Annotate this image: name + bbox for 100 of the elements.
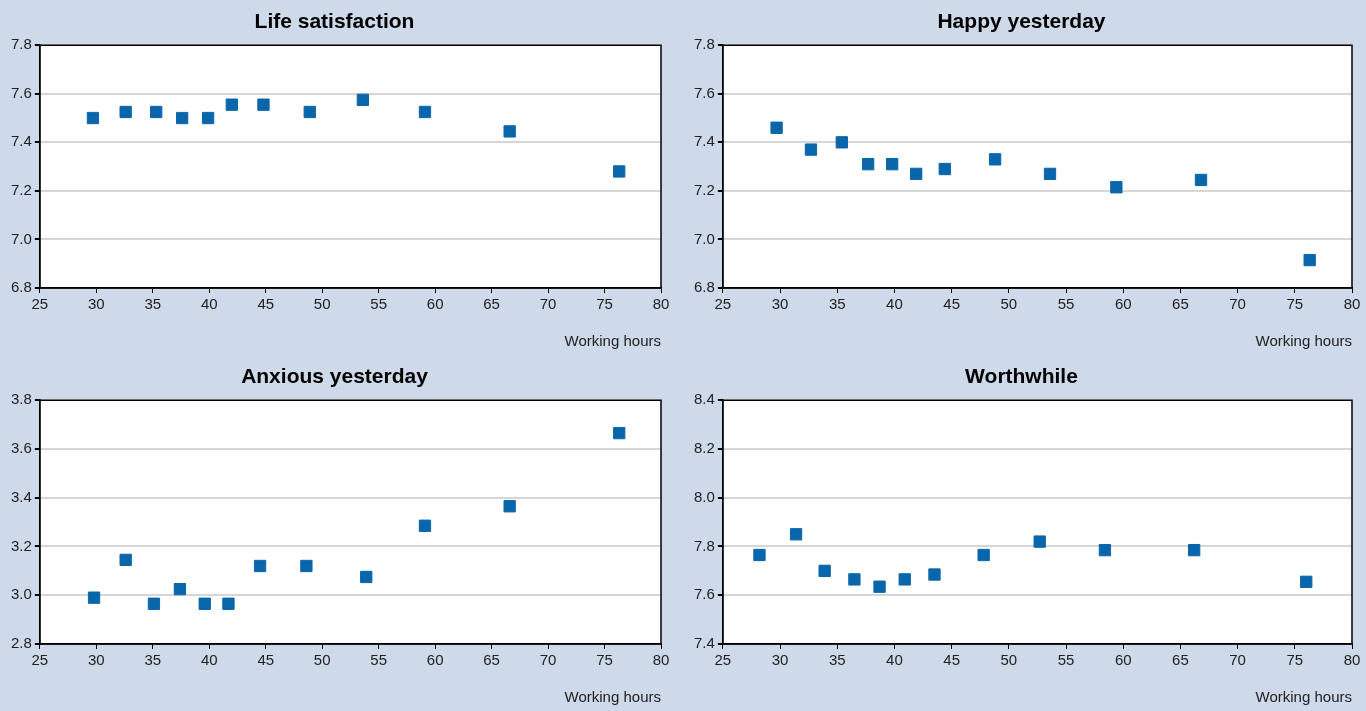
x-tick-label: 35 bbox=[828, 651, 846, 669]
point bbox=[613, 426, 626, 440]
x-tick-label: 50 bbox=[313, 295, 331, 313]
point bbox=[86, 111, 100, 125]
y-tick-label: 7.8 bbox=[693, 536, 715, 554]
y-tick-label: 7.2 bbox=[10, 181, 32, 199]
x-tick-label: 80 bbox=[1343, 295, 1361, 313]
x-tick-label: 80 bbox=[652, 651, 670, 669]
x-tick-label: 75 bbox=[596, 651, 613, 669]
x-tick-label: 45 bbox=[257, 651, 275, 669]
point bbox=[119, 105, 132, 119]
point bbox=[873, 580, 886, 593]
point bbox=[1187, 543, 1201, 557]
x-tick-label: 80 bbox=[1343, 651, 1361, 669]
x-tick-label: 50 bbox=[313, 651, 331, 669]
y-tick-label: 7.0 bbox=[693, 229, 715, 247]
point bbox=[222, 597, 235, 610]
point bbox=[1098, 543, 1112, 557]
point bbox=[176, 111, 189, 125]
point bbox=[418, 105, 432, 119]
point bbox=[1300, 575, 1313, 588]
y-tick-label: 3.2 bbox=[10, 536, 32, 554]
point bbox=[861, 158, 875, 171]
point bbox=[1194, 173, 1208, 187]
x-tick-label: 65 bbox=[483, 295, 500, 313]
y-tick-label: 6.8 bbox=[10, 278, 32, 296]
point bbox=[87, 591, 101, 604]
x-tick-label: 30 bbox=[771, 295, 789, 313]
y-tick-label: 3.4 bbox=[10, 487, 32, 505]
y-tick-label: 7.6 bbox=[693, 83, 715, 101]
x-tick-label: 70 bbox=[1229, 651, 1246, 669]
y-tick-label: 7.6 bbox=[10, 83, 32, 101]
x-tick-label: 35 bbox=[144, 651, 162, 669]
point bbox=[910, 167, 923, 181]
point bbox=[928, 568, 941, 581]
y-tick-label: 7.8 bbox=[693, 35, 715, 53]
x-tick-label: 65 bbox=[483, 651, 500, 669]
point bbox=[885, 158, 899, 171]
y-tick-label: 7.4 bbox=[10, 132, 32, 150]
y-tick-label: 3.0 bbox=[10, 585, 32, 603]
x-tick-label: 40 bbox=[200, 295, 218, 313]
x-tick-label: 30 bbox=[87, 651, 105, 669]
y-tick-label: 7.4 bbox=[693, 634, 715, 652]
x-tick-label: 60 bbox=[1114, 651, 1132, 669]
x-tick-label: 55 bbox=[1057, 295, 1075, 313]
x-axis-title: Working hours bbox=[1255, 688, 1352, 706]
x-tick-label: 70 bbox=[1229, 295, 1246, 313]
x-tick-label: 25 bbox=[714, 295, 732, 313]
x-tick-label: 40 bbox=[886, 651, 903, 669]
y-tick-label: 3.6 bbox=[10, 439, 32, 457]
point bbox=[613, 165, 626, 178]
x-tick-label: 50 bbox=[1000, 295, 1018, 313]
x-tick-label: 45 bbox=[257, 295, 275, 313]
x-tick-label: 40 bbox=[200, 651, 218, 669]
point bbox=[818, 564, 831, 578]
x-tick-label: 60 bbox=[1114, 295, 1132, 313]
x-tick-label: 65 bbox=[1172, 651, 1189, 669]
point bbox=[977, 548, 990, 562]
point bbox=[201, 111, 215, 125]
point bbox=[303, 105, 316, 119]
x-tick-label: 80 bbox=[652, 295, 670, 313]
point bbox=[770, 121, 783, 134]
point bbox=[804, 143, 818, 156]
chart-title: Life satisfaction bbox=[254, 9, 415, 33]
point bbox=[257, 98, 270, 111]
y-tick-label: 3.8 bbox=[10, 390, 32, 408]
x-tick-label: 70 bbox=[539, 651, 557, 669]
y-tick-label: 7.2 bbox=[693, 181, 715, 199]
x-axis-title: Working hours bbox=[564, 688, 661, 706]
point bbox=[1303, 253, 1316, 267]
x-tick-label: 45 bbox=[943, 651, 960, 669]
x-tick-label: 75 bbox=[1286, 295, 1304, 313]
point bbox=[173, 582, 187, 596]
x-tick-label: 55 bbox=[370, 295, 387, 313]
x-tick-label: 65 bbox=[1172, 295, 1189, 313]
point bbox=[789, 528, 803, 541]
x-tick-label: 75 bbox=[1286, 651, 1304, 669]
point bbox=[360, 570, 373, 584]
point bbox=[356, 93, 370, 106]
x-tick-label: 40 bbox=[886, 295, 903, 313]
point bbox=[150, 105, 163, 119]
x-tick-label: 55 bbox=[370, 651, 387, 669]
x-tick-label: 50 bbox=[1000, 651, 1018, 669]
x-tick-label: 55 bbox=[1057, 651, 1075, 669]
y-tick-label: 2.8 bbox=[10, 634, 32, 652]
point bbox=[198, 597, 211, 610]
y-tick-label: 8.0 bbox=[693, 487, 715, 505]
point bbox=[253, 559, 267, 573]
point bbox=[835, 136, 848, 149]
chart-title: Anxious yesterday bbox=[241, 364, 429, 388]
x-axis-title: Working hours bbox=[564, 332, 661, 350]
x-tick-label: 25 bbox=[31, 295, 49, 313]
point bbox=[938, 162, 951, 176]
point bbox=[300, 559, 313, 573]
x-tick-label: 35 bbox=[144, 295, 162, 313]
x-tick-label: 75 bbox=[596, 295, 613, 313]
point bbox=[1043, 167, 1057, 181]
point bbox=[225, 98, 238, 111]
x-tick-label: 60 bbox=[426, 295, 444, 313]
y-tick-label: 7.0 bbox=[10, 229, 32, 247]
